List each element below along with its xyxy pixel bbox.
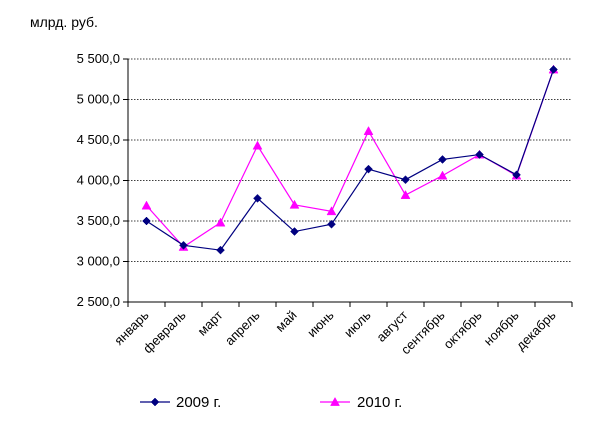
- series-line: [146, 69, 555, 248]
- legend-item-1: 2009 г.: [140, 394, 221, 411]
- data-point: [363, 126, 374, 135]
- y-tick-label: 4 500,0: [77, 132, 120, 147]
- data-point: [326, 206, 337, 216]
- series-line: [146, 69, 555, 251]
- data-point: [142, 216, 151, 226]
- data-point: [400, 190, 411, 199]
- y-tick-label: 3 500,0: [77, 213, 120, 228]
- y-tick-labels: 2 500,0 3 000,0 3 500,0 4 000,0 4 500,0 5 000…: [77, 51, 120, 309]
- series-1: [142, 65, 558, 255]
- y-tick-label: 3 000,0: [77, 254, 120, 269]
- data-point: [216, 245, 225, 255]
- data-point: [179, 240, 188, 250]
- y-tick-label: 4 000,0: [77, 173, 120, 188]
- data-point: [327, 219, 336, 229]
- data-point: [512, 170, 521, 180]
- data-point: [253, 193, 262, 203]
- data-point: [289, 199, 300, 209]
- series-2: [141, 64, 559, 251]
- data-point: [141, 200, 152, 210]
- x-tick-label: декабрь: [513, 307, 559, 353]
- y-tick-label: 2 500,0: [77, 294, 120, 309]
- series-layer: [141, 64, 559, 255]
- legend-marker: [150, 397, 160, 407]
- x-tick-label: октябрь: [440, 307, 484, 351]
- data-point: [549, 65, 558, 74]
- data-point: [437, 170, 448, 180]
- data-point: [364, 164, 373, 174]
- legend-label: 2009 г.: [176, 394, 221, 411]
- gridlines: [128, 58, 572, 262]
- data-point: [401, 175, 410, 185]
- legend-item-2: 2010 г.: [320, 394, 402, 411]
- y-tick-label: 5 500,0: [77, 51, 120, 66]
- legend-label: 2010 г.: [357, 394, 402, 411]
- data-point: [215, 217, 226, 227]
- y-tick-label: 5 000,0: [77, 92, 120, 107]
- x-tick-label: март: [194, 307, 225, 338]
- y-axis-unit-label: млрд. руб.: [30, 14, 98, 30]
- legend: 2009 г. 2010 г.: [140, 394, 402, 411]
- x-tick-label: июнь: [304, 307, 337, 340]
- axes: [123, 58, 573, 307]
- data-point: [475, 150, 484, 159]
- x-tick-label: апрель: [222, 307, 263, 348]
- data-point: [438, 155, 447, 164]
- data-point: [252, 140, 263, 150]
- x-tick-label: июль: [341, 307, 374, 340]
- legend-marker: [330, 396, 340, 406]
- x-tick-label: май: [272, 308, 299, 335]
- data-point: [290, 227, 299, 236]
